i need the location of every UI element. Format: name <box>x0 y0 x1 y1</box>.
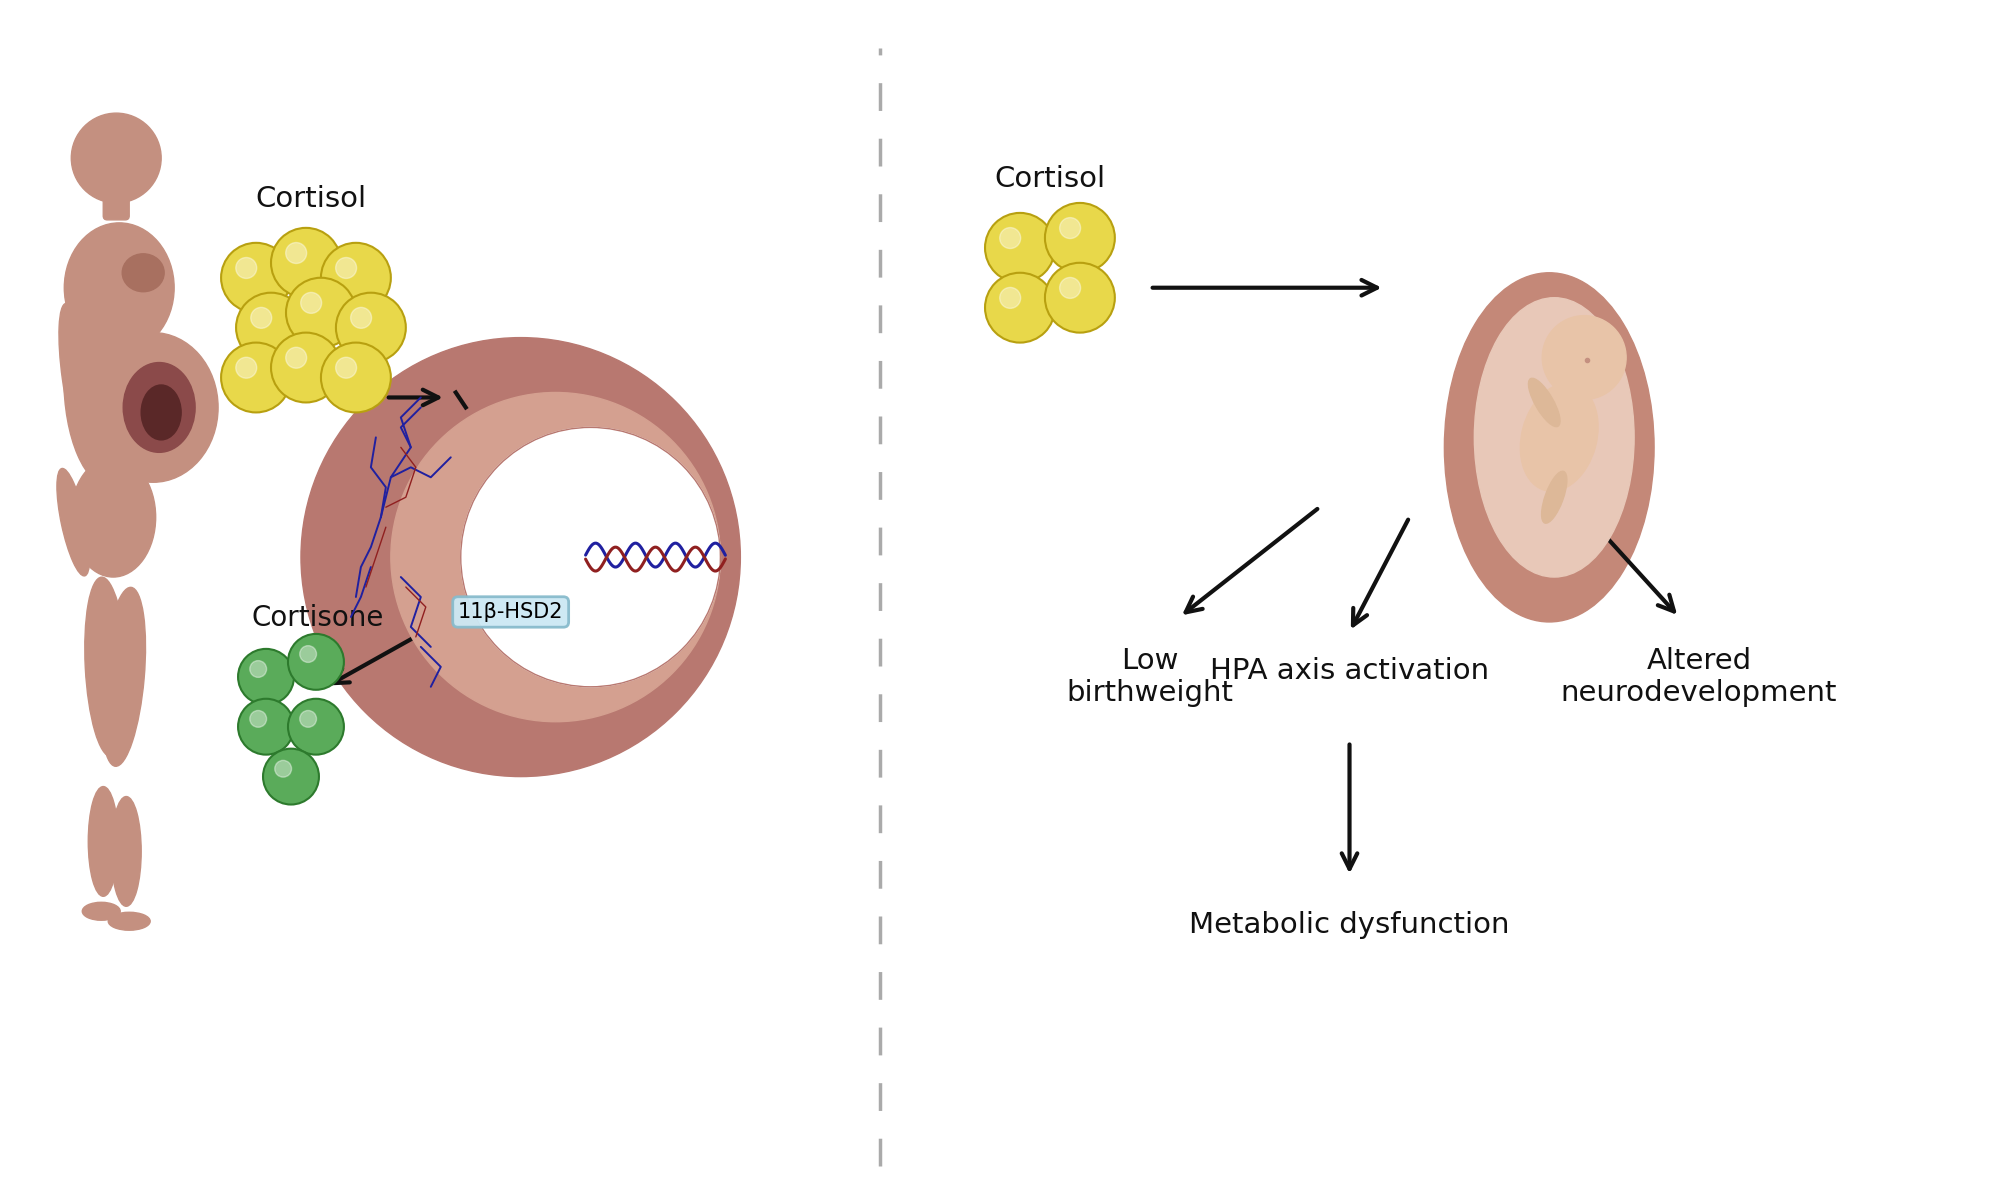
Circle shape <box>288 699 344 754</box>
Circle shape <box>236 257 256 279</box>
Circle shape <box>238 649 294 705</box>
Circle shape <box>390 393 720 722</box>
Circle shape <box>986 273 1054 342</box>
Ellipse shape <box>100 588 146 766</box>
Circle shape <box>238 699 294 754</box>
Circle shape <box>1044 263 1114 333</box>
Circle shape <box>72 114 162 203</box>
Circle shape <box>222 342 290 413</box>
Circle shape <box>272 333 340 402</box>
Text: Cortisone: Cortisone <box>252 604 384 632</box>
Circle shape <box>236 293 306 363</box>
Text: Cortisol: Cortisol <box>994 165 1106 193</box>
Circle shape <box>300 338 740 777</box>
Text: Metabolic dysfunction: Metabolic dysfunction <box>1190 911 1510 940</box>
Circle shape <box>300 645 316 662</box>
Circle shape <box>336 257 356 279</box>
Circle shape <box>236 357 256 378</box>
Ellipse shape <box>124 363 196 452</box>
Circle shape <box>350 308 372 328</box>
Circle shape <box>1000 227 1020 249</box>
Text: 11β-HSD2: 11β-HSD2 <box>458 602 564 622</box>
Circle shape <box>250 308 272 328</box>
Circle shape <box>250 711 266 728</box>
Circle shape <box>288 634 344 689</box>
Circle shape <box>222 243 290 312</box>
Circle shape <box>460 427 720 687</box>
Ellipse shape <box>84 577 128 757</box>
Ellipse shape <box>88 333 218 482</box>
Circle shape <box>300 711 316 728</box>
Circle shape <box>336 357 356 378</box>
Text: Cortisol: Cortisol <box>256 184 366 213</box>
Ellipse shape <box>108 912 150 930</box>
Circle shape <box>1060 218 1080 238</box>
Ellipse shape <box>56 468 90 576</box>
Circle shape <box>286 278 356 347</box>
Circle shape <box>1542 316 1626 400</box>
Text: Low
birthweight: Low birthweight <box>1066 646 1234 707</box>
Ellipse shape <box>88 786 118 897</box>
Circle shape <box>250 661 266 678</box>
Circle shape <box>300 292 322 314</box>
Ellipse shape <box>142 385 182 439</box>
Ellipse shape <box>70 457 156 577</box>
FancyBboxPatch shape <box>104 177 130 220</box>
Circle shape <box>286 243 306 263</box>
Circle shape <box>286 347 306 369</box>
Ellipse shape <box>1474 298 1634 577</box>
Ellipse shape <box>1542 472 1566 523</box>
Ellipse shape <box>1444 273 1654 622</box>
Circle shape <box>320 243 390 312</box>
Ellipse shape <box>122 254 164 292</box>
Circle shape <box>1044 203 1114 273</box>
Ellipse shape <box>64 268 158 487</box>
Circle shape <box>274 760 292 777</box>
Ellipse shape <box>82 903 120 920</box>
Circle shape <box>1000 287 1020 309</box>
Circle shape <box>1060 278 1080 298</box>
Circle shape <box>320 342 390 413</box>
Ellipse shape <box>1528 378 1560 426</box>
Text: Altered
neurodevelopment: Altered neurodevelopment <box>1560 646 1838 707</box>
Text: HPA axis activation: HPA axis activation <box>1210 657 1490 685</box>
Circle shape <box>272 227 340 298</box>
Circle shape <box>986 213 1054 282</box>
Ellipse shape <box>112 796 142 906</box>
Ellipse shape <box>58 303 94 451</box>
Circle shape <box>264 748 318 804</box>
Ellipse shape <box>1520 383 1598 491</box>
Ellipse shape <box>64 223 174 353</box>
Circle shape <box>336 293 406 363</box>
